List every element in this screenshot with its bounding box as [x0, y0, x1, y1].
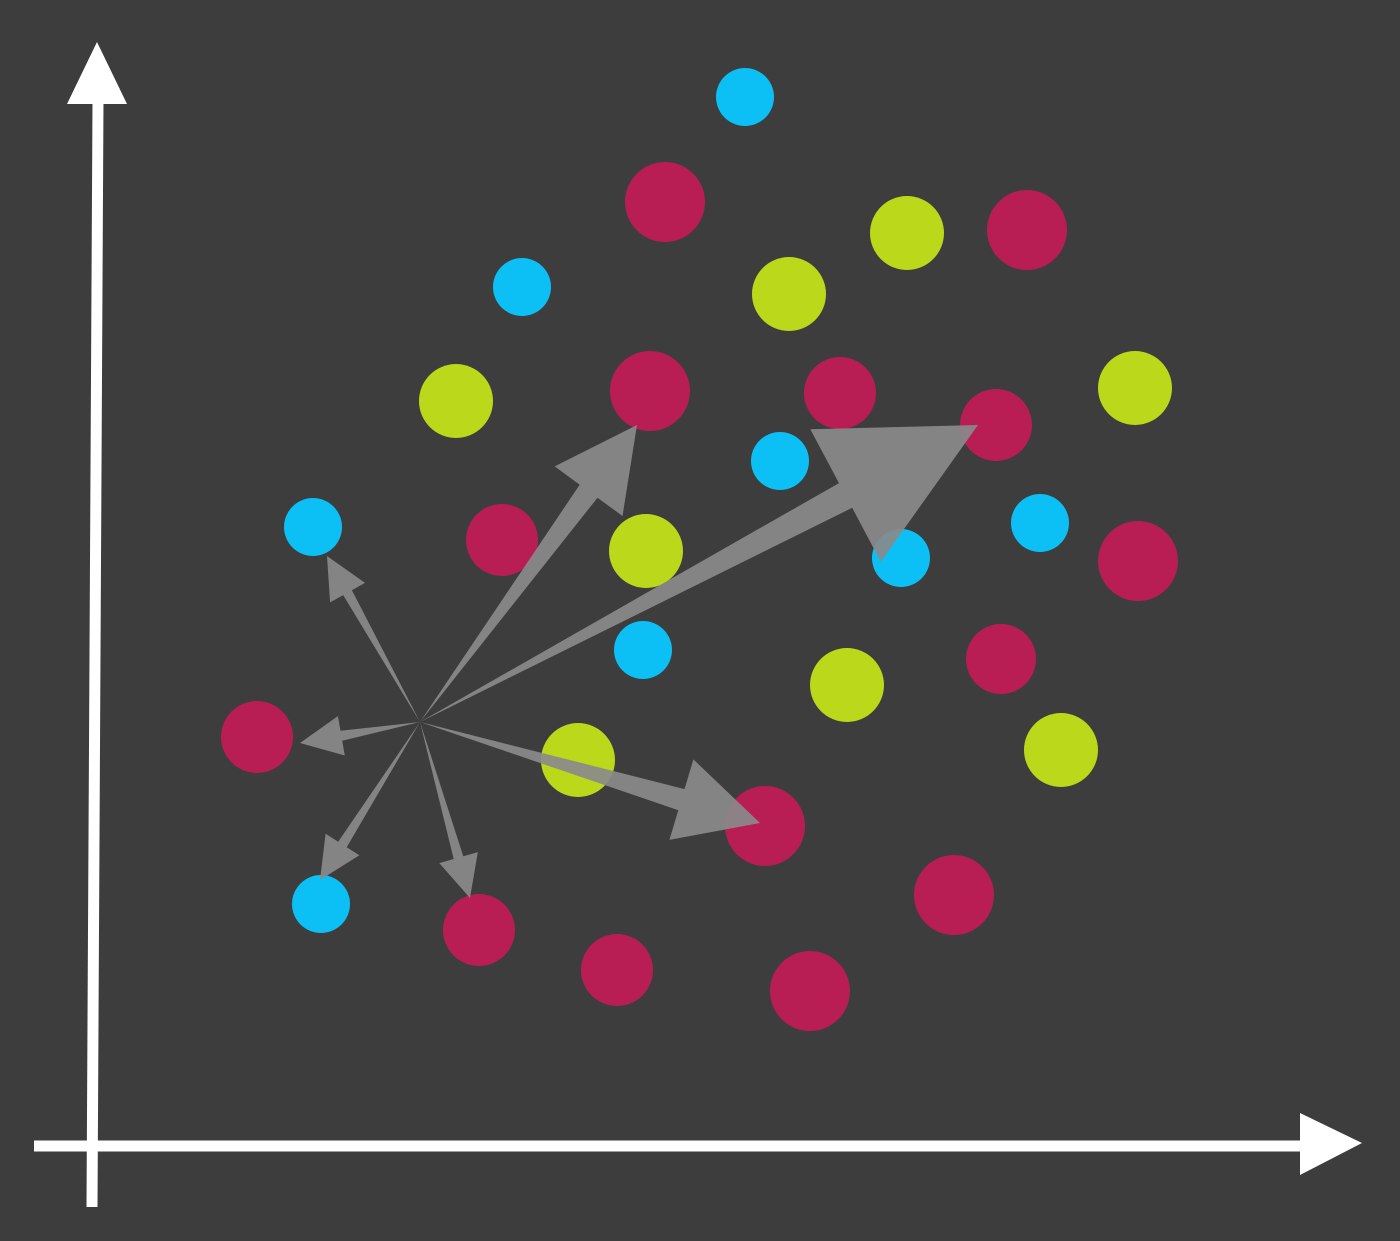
axes — [34, 42, 1362, 1208]
lime-point — [1098, 351, 1172, 425]
lime-point — [752, 257, 826, 331]
magenta-point — [625, 162, 705, 242]
x-axis-arrowhead — [1300, 1113, 1362, 1175]
arrow-to-blue-left-upper — [327, 556, 420, 722]
lime-point — [810, 648, 884, 722]
blue-point — [716, 68, 774, 126]
blue-point — [751, 432, 809, 490]
magenta-point — [466, 504, 538, 576]
magenta-point — [966, 624, 1036, 694]
lime-point — [870, 196, 944, 270]
arrow-to-magenta-center — [420, 425, 637, 722]
lime-point — [419, 364, 493, 438]
magenta-point — [221, 701, 293, 773]
lime-point — [1024, 713, 1098, 787]
magenta-point — [770, 951, 850, 1031]
magenta-point — [987, 190, 1067, 270]
blue-point — [614, 621, 672, 679]
y-axis-line — [86, 99, 104, 1208]
magenta-point — [610, 351, 690, 431]
magenta-point — [804, 357, 876, 429]
magenta-point — [725, 786, 805, 866]
arrow-to-magenta-lower-middle — [420, 722, 760, 840]
magenta-point — [914, 855, 994, 935]
y-axis-arrowhead — [67, 42, 127, 104]
magenta-point — [1098, 521, 1178, 601]
blue-point — [493, 258, 551, 316]
arrow-to-magenta-left — [300, 716, 420, 756]
blue-point — [1011, 494, 1069, 552]
magenta-point — [581, 934, 653, 1006]
lime-point — [609, 514, 683, 588]
magenta-point — [443, 894, 515, 966]
arrow-to-blue-left-lower — [320, 722, 420, 880]
neighbor-arrows — [300, 425, 978, 898]
blue-point — [292, 875, 350, 933]
arrow-to-magenta-bottom — [420, 722, 478, 898]
magenta-point — [960, 389, 1032, 461]
arrow-to-magenta-right — [420, 425, 978, 722]
blue-point — [284, 498, 342, 556]
